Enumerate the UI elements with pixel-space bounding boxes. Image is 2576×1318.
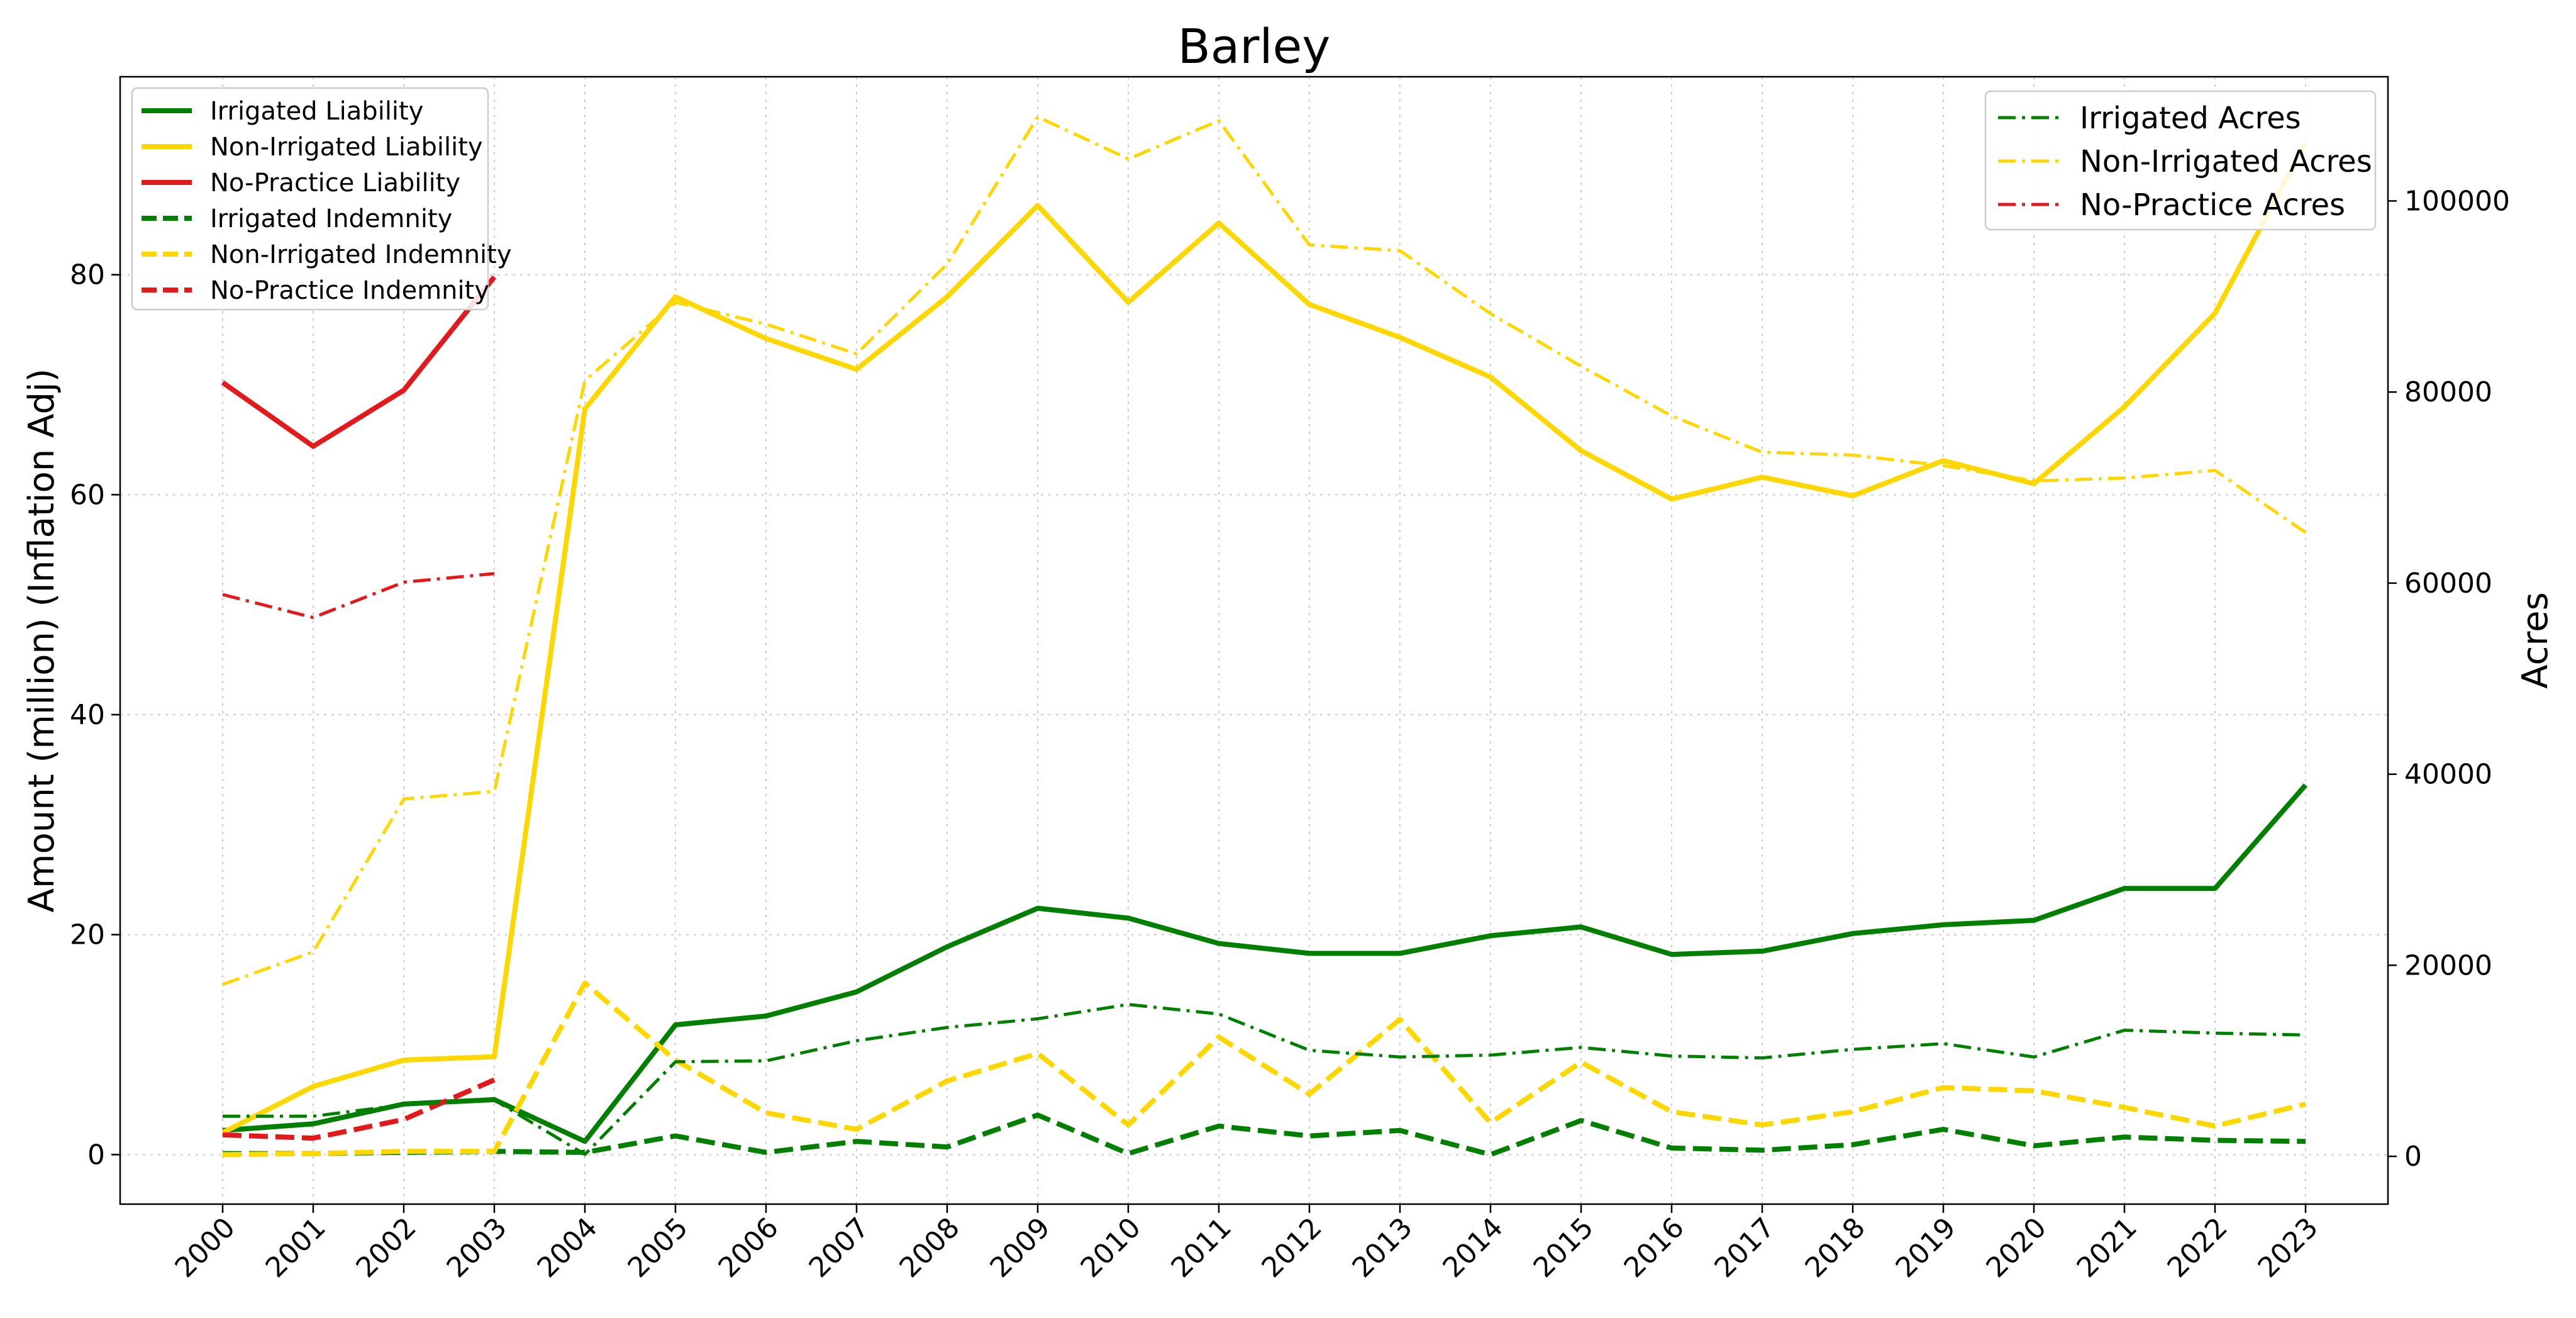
legend-right: Irrigated Acres Non-Irrigated Acres No-Pra…	[1984, 90, 2377, 231]
legend-label: No-Practice Liability	[210, 169, 460, 198]
y2-tick-label: 100000	[2404, 185, 2510, 217]
y-tick-label: 0	[87, 1139, 105, 1171]
series-non-irrigated-liability	[221, 142, 2308, 1135]
legend-left-box	[131, 87, 489, 311]
series-no-practice-liability	[221, 275, 497, 449]
legend-label: Irrigated Indemnity	[210, 204, 452, 233]
y-axis-right: 0 20000 40000 60000 80000 100000	[2388, 185, 2510, 1173]
series-irrigated-liability	[222, 783, 2308, 1144]
y-tick-label: 20	[70, 919, 105, 951]
legend-label: Irrigated Acres	[2080, 101, 2301, 136]
y-tick-label: 40	[70, 699, 105, 731]
series-non-irrigated-indemnity	[222, 980, 2306, 1158]
series-non-irrigated-acres	[222, 115, 2307, 986]
legend-label: Non-Irrigated Acres	[2080, 144, 2372, 179]
y-axis-left: 0 20 40 60 80	[70, 259, 120, 1171]
plot-frame	[119, 75, 2389, 1205]
chart-title: Barley	[1178, 18, 1331, 74]
legend-left: Irrigated Liability Non-Irrigated Liabili…	[131, 87, 512, 311]
series-no-practice-indemnity	[222, 1077, 496, 1141]
series-layer	[221, 115, 2308, 1158]
series-no-practice-acres	[222, 572, 495, 620]
legend-right-box	[1984, 90, 2377, 231]
y-tick-label: 80	[70, 259, 105, 291]
legend-label: Non-Irrigated Indemnity	[210, 240, 512, 269]
y2-tick-label: 40000	[2404, 759, 2492, 791]
y2-tick-label: 80000	[2404, 376, 2492, 408]
y-axis-right-label: Acres	[2515, 592, 2556, 689]
legend-label: Irrigated Liability	[210, 97, 423, 126]
y-axis-left-label: Amount (million) (Inflation Adj)	[21, 369, 62, 913]
legend-label: Non-Irrigated Liability	[210, 133, 483, 162]
y2-tick-label: 0	[2404, 1141, 2422, 1173]
y2-tick-label: 60000	[2404, 567, 2492, 600]
series-irrigated-indemnity	[223, 1112, 2306, 1158]
series-irrigated-acres	[223, 1003, 2306, 1156]
legend-label: No-Practice Indemnity	[210, 276, 489, 305]
grid-lines	[120, 77, 2388, 1204]
y-tick-label: 60	[70, 479, 105, 511]
legend-label: No-Practice Acres	[2080, 187, 2345, 223]
y2-tick-label: 20000	[2404, 949, 2492, 981]
